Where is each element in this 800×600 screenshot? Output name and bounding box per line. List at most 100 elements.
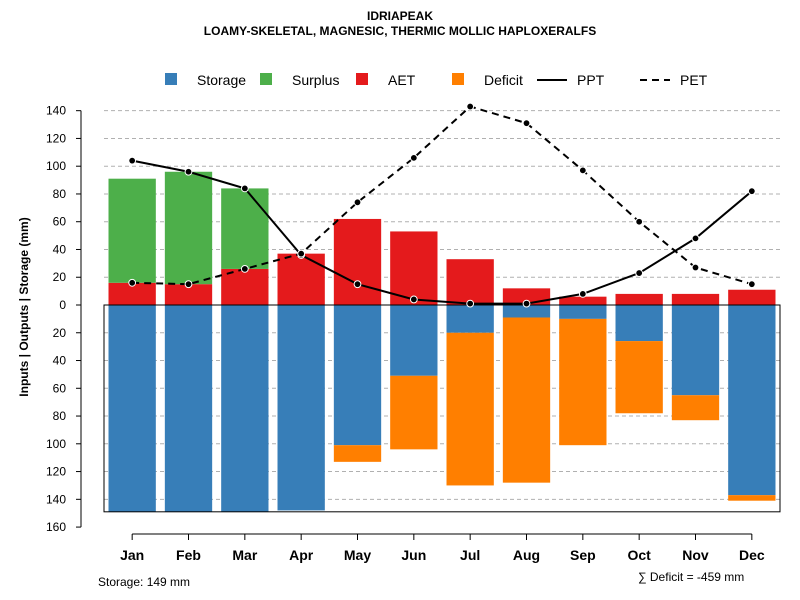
pet-point [240, 265, 249, 273]
y-tick-label: 60 [53, 215, 67, 229]
ppt-point [240, 184, 249, 193]
chart-title: IDRIAPEAK [366, 9, 433, 23]
ppt-point [409, 295, 418, 304]
ppt-point [691, 234, 700, 243]
y-tick-label: 140 [46, 104, 66, 118]
pet-point [635, 217, 644, 226]
surplus-bar [164, 171, 213, 285]
ppt-point [128, 156, 137, 165]
y-tick-label: 20 [53, 326, 67, 340]
legend-swatch-storage [165, 73, 177, 85]
y-tick-label: 100 [46, 159, 66, 173]
legend-label-aet: AET [388, 72, 416, 88]
pet-point [522, 119, 531, 128]
y-tick-label: 0 [59, 298, 66, 312]
aet-bar [446, 259, 494, 305]
y-tick-label: 40 [53, 354, 67, 368]
y-axis-label: Inputs | Outputs | Storage (mm) [17, 217, 31, 396]
aet-bar [615, 293, 663, 305]
ppt-point [522, 299, 531, 308]
deficit-bar [390, 375, 438, 450]
legend-label-deficit: Deficit [484, 72, 523, 88]
storage-capacity-label: Storage: 149 mm [98, 575, 191, 589]
pet-point [128, 278, 137, 287]
aet-bar [333, 218, 382, 305]
y-tick-label: 80 [53, 409, 67, 423]
x-tick-label: Sep [570, 547, 596, 563]
pet-point [297, 249, 306, 258]
pet-point [184, 280, 193, 289]
aet-bar [108, 282, 156, 305]
aet-bar [164, 284, 213, 305]
x-tick-label: Aug [513, 547, 540, 563]
pet-point [409, 153, 418, 162]
deficit-bar [446, 332, 494, 486]
legend-swatch-surplus [260, 73, 272, 85]
aet-bar [390, 231, 438, 305]
x-tick-label: May [344, 547, 371, 563]
aet-bar [277, 253, 325, 305]
x-tick-label: Mar [232, 547, 257, 563]
storage-bar [164, 305, 213, 512]
deficit-bar [671, 395, 720, 421]
storage-bar [277, 305, 325, 511]
y-tick-label: 80 [53, 187, 67, 201]
storage-bar [671, 305, 720, 396]
y-tick-label: 140 [46, 492, 66, 506]
aet-bar [559, 296, 607, 305]
pet-point [578, 166, 587, 175]
y-tick-label: 20 [53, 270, 67, 284]
storage-bar [390, 305, 438, 376]
deficit-bar [615, 341, 663, 414]
pet-point [353, 198, 362, 207]
ppt-point [578, 289, 587, 298]
x-tick-label: Apr [289, 547, 314, 563]
pet-line [132, 105, 753, 286]
legend-label-storage: Storage [197, 72, 246, 88]
pet-point [466, 102, 475, 111]
storage-bar [615, 305, 663, 342]
storage-bar [446, 305, 494, 333]
ppt-point [466, 299, 475, 308]
pet-point [691, 263, 700, 272]
legend-label-surplus: Surplus [292, 72, 339, 88]
x-tick-label: Nov [682, 547, 709, 563]
legend-swatch-aet [356, 73, 368, 85]
x-tick-label: Dec [739, 547, 765, 563]
surplus-bar [221, 188, 269, 269]
pet-point [747, 280, 756, 289]
ppt-point [635, 269, 644, 277]
y-tick-label: 40 [53, 242, 67, 256]
y-tick-label: 120 [46, 131, 66, 145]
x-tick-label: Jan [120, 547, 144, 563]
aet-bar [671, 293, 720, 305]
y-tick-label: 60 [53, 381, 67, 395]
x-tick-label: Jun [401, 547, 426, 563]
storage-bar [108, 305, 156, 512]
ppt-point [184, 167, 193, 176]
storage-bar [333, 305, 382, 446]
storage-bar [559, 305, 607, 319]
legend-swatch-deficit [452, 73, 464, 85]
y-tick-label: 100 [46, 437, 66, 451]
deficit-bar [559, 318, 607, 446]
storage-bar [221, 305, 269, 512]
y-tick-label: 120 [46, 465, 66, 479]
x-tick-label: Oct [627, 547, 651, 563]
ppt-point [747, 187, 756, 196]
deficit-bar [333, 445, 382, 462]
total-deficit-label: ∑ Deficit = -459 mm [638, 570, 745, 584]
aet-bar [728, 289, 776, 305]
x-tick-label: Jul [460, 547, 480, 563]
storage-capacity-box [103, 304, 781, 513]
ppt-point [353, 280, 362, 289]
y-tick-label: 160 [46, 520, 66, 534]
deficit-bar [728, 495, 776, 501]
storage-bar [502, 305, 551, 318]
aet-bar [221, 268, 269, 305]
x-tick-label: Feb [176, 547, 201, 563]
chart-subtitle: LOAMY-SKELETAL, MAGNESIC, THERMIC MOLLIC… [203, 24, 597, 38]
legend-label-pet: PET [680, 72, 708, 88]
ppt-line [131, 159, 753, 305]
